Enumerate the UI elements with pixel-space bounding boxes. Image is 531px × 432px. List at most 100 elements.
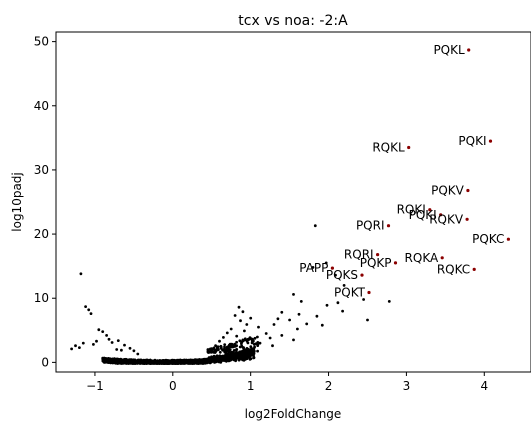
scatter-point (155, 361, 158, 365)
scatter-point (315, 314, 319, 318)
scatter-point (107, 337, 111, 341)
scatter-point (251, 340, 254, 344)
scatter-point (223, 343, 227, 346)
scatter-point (163, 360, 167, 364)
scatter-point (235, 334, 239, 338)
scatter-point (236, 352, 240, 356)
scatter-point (243, 355, 247, 359)
scatter-point (151, 360, 155, 363)
scatter-point (271, 344, 274, 348)
scatter-point (115, 348, 119, 351)
scatter-point (255, 342, 258, 345)
scatter-point (215, 347, 219, 351)
scatter-point (136, 352, 140, 356)
scatter-point (81, 341, 85, 345)
scatter-point (257, 325, 260, 329)
scatter-point (229, 327, 233, 331)
scatter-point (184, 359, 187, 362)
scatter-point (242, 348, 246, 351)
scatter-point (107, 360, 110, 363)
scatter-point (336, 301, 340, 305)
scatter-point (236, 354, 240, 358)
x-axis-label: log2FoldChange (245, 407, 342, 421)
y-tick-label: 50 (34, 35, 49, 49)
scatter-point (178, 358, 182, 362)
x-tick-label: 1 (247, 379, 255, 393)
scatter-point (268, 336, 272, 340)
point-label: PQKT (334, 286, 366, 300)
scatter-point (148, 358, 152, 362)
scatter-point (276, 317, 280, 321)
scatter-point (105, 334, 108, 337)
scatter-point (234, 355, 238, 358)
point-label: PQRI (356, 219, 385, 233)
highlighted-point (386, 224, 391, 228)
scatter-point (320, 323, 324, 327)
highlighted-point (472, 267, 476, 271)
highlighted-point (407, 145, 411, 150)
scatter-point (84, 305, 87, 308)
scatter-point (292, 338, 295, 342)
scatter-point (111, 357, 114, 361)
highlighted-point (466, 188, 470, 193)
highlighted-point (330, 266, 334, 270)
point-label: RQKV (429, 212, 464, 226)
scatter-point (366, 318, 369, 322)
scatter-point (158, 361, 162, 365)
scatter-point (235, 348, 238, 352)
point-label: PAPP (299, 261, 328, 275)
point-label: PQKV (431, 184, 465, 198)
point-label: RQKI (397, 203, 426, 217)
highlighted-point (439, 213, 443, 217)
scatter-point (280, 310, 284, 314)
scatter-point (240, 351, 244, 354)
scatter-point (219, 344, 223, 348)
x-tick-label: 0 (169, 379, 177, 393)
scatter-point (181, 361, 185, 365)
scatter-point (222, 336, 225, 339)
scatter-point (248, 357, 252, 361)
scatter-point (128, 361, 132, 365)
scatter-point (119, 357, 123, 361)
highlighted-point (428, 208, 432, 212)
scatter-point (334, 273, 337, 277)
point-label: RQKC (437, 262, 470, 276)
highlighted-point (367, 290, 371, 295)
scatter-point (229, 354, 233, 358)
scatter-point (280, 334, 284, 337)
scatter-point (211, 359, 215, 363)
highlighted-point (488, 139, 493, 143)
scatter-point (78, 346, 81, 349)
scatter-point (142, 359, 146, 362)
scatter-point (148, 361, 152, 365)
scatter-point (311, 266, 315, 269)
scatter-point (160, 359, 164, 363)
plot-frame (55, 31, 531, 373)
highlighted-point (360, 273, 364, 277)
scatter-point (305, 322, 309, 326)
scatter-point (342, 284, 346, 287)
scatter-point (272, 323, 276, 326)
scatter-point (110, 341, 114, 344)
scatter-point (87, 308, 91, 312)
scatter-point (192, 360, 196, 364)
scatter-point (196, 358, 200, 362)
x-tick-label: 2 (325, 379, 333, 393)
scatter-point (256, 349, 259, 353)
scatter-point (249, 316, 253, 320)
scatter-point (387, 300, 391, 303)
scatter-point (170, 361, 174, 364)
scatter-point (134, 361, 138, 364)
scatter-point (221, 356, 225, 360)
point-label: PQKI (458, 134, 486, 148)
scatter-point (128, 346, 132, 350)
point-label: PQKP (360, 256, 392, 270)
scatter-point (181, 359, 185, 362)
x-tick-label: −1 (86, 379, 104, 393)
scatter-point (239, 353, 243, 356)
scatter-point (240, 344, 244, 348)
scatter-point (132, 349, 136, 353)
point-label: PQKI (409, 208, 437, 222)
scatter-point (324, 261, 328, 265)
scatter-point (200, 360, 204, 364)
